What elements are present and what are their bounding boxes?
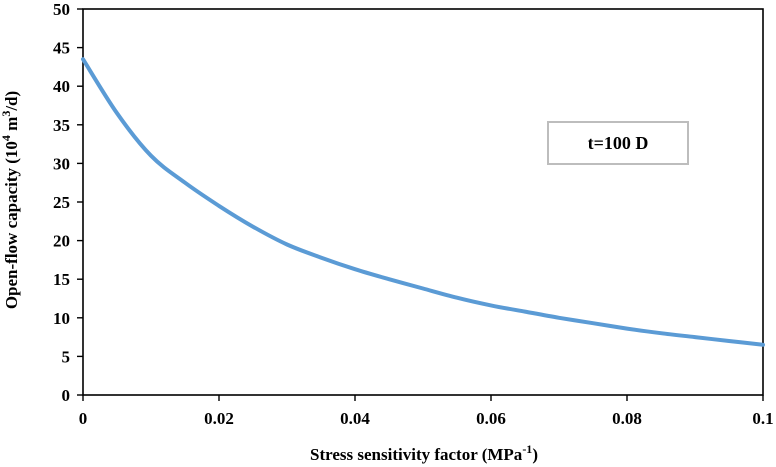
x-axis-ticks: 0 0.02 0.04 0.06 0.08 0.1 xyxy=(79,395,774,428)
y-axis-ticks: 0 5 10 15 20 25 30 35 40 45 50 xyxy=(53,0,83,405)
x-tick-label: 0.08 xyxy=(612,409,642,428)
x-tick-label: 0.1 xyxy=(752,409,773,428)
y-tick-label: 15 xyxy=(53,270,70,289)
y-tick-label: 35 xyxy=(53,116,70,135)
series-line xyxy=(81,57,765,347)
x-axis-title-end: ) xyxy=(532,445,538,464)
plot-area xyxy=(82,8,764,396)
y-tick-label: 10 xyxy=(53,309,70,328)
y-axis-title: Open-flow capacity (104 m3/d) xyxy=(0,91,21,309)
x-tick-label: 0.06 xyxy=(476,409,506,428)
y-tick-label: 25 xyxy=(53,193,70,212)
y-tick-label: 5 xyxy=(62,347,71,366)
y-tick-label: 40 xyxy=(53,77,70,96)
annotation-label: t=100 D xyxy=(588,133,649,153)
x-tick-label: 0.04 xyxy=(340,409,370,428)
y-tick-label: 30 xyxy=(53,154,70,173)
x-axis-title: Stress sensitivity factor (MPa-1) xyxy=(310,442,538,464)
y-axis-title-end: /d) xyxy=(2,91,21,112)
y-axis-title-sup2: 3 xyxy=(0,111,13,117)
x-axis-title-main: Stress sensitivity factor (MPa xyxy=(310,445,523,464)
y-axis-title-sup1: 4 xyxy=(0,135,13,141)
y-tick-label: 0 xyxy=(62,386,71,405)
y-axis-title-mid: m xyxy=(2,117,21,135)
annotation-box xyxy=(547,121,689,165)
y-tick-label: 50 xyxy=(53,0,70,19)
x-tick-label: 0 xyxy=(79,409,88,428)
y-tick-label: 45 xyxy=(53,39,70,58)
x-axis-title-sup: -1 xyxy=(522,442,532,456)
y-tick-label: 20 xyxy=(53,232,70,251)
y-axis-title-main: Open-flow capacity (10 xyxy=(2,141,21,309)
x-tick-label: 0.02 xyxy=(204,409,234,428)
